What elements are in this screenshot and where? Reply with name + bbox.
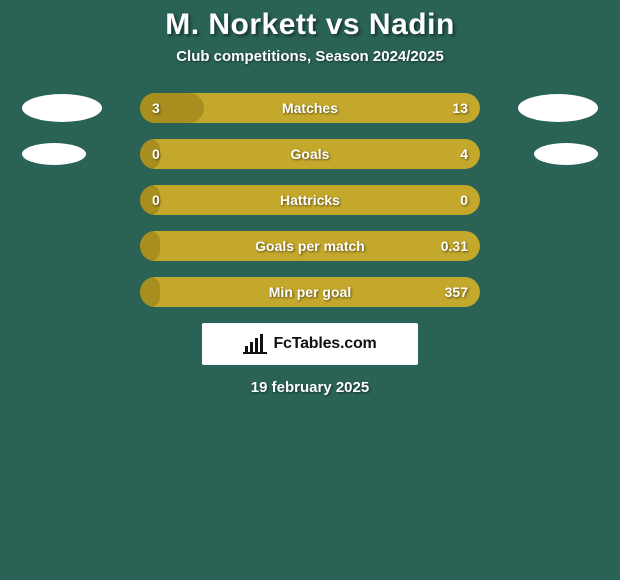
bar-chart-icon: [243, 334, 267, 354]
stat-row: Min per goal357: [0, 277, 620, 307]
branding-text: FcTables.com: [273, 335, 376, 353]
stat-row: Goals per match0.31: [0, 231, 620, 261]
branding-badge: FcTables.com: [202, 323, 418, 365]
stat-right-value: 13: [452, 93, 468, 123]
stat-label: Goals: [140, 139, 480, 169]
stat-label: Matches: [140, 93, 480, 123]
date-label: 19 february 2025: [0, 379, 620, 396]
stat-bar: 0Goals4: [140, 139, 480, 169]
subtitle: Club competitions, Season 2024/2025: [0, 48, 620, 65]
stat-bar: Goals per match0.31: [140, 231, 480, 261]
stat-right-value: 0: [460, 185, 468, 215]
stat-label: Hattricks: [140, 185, 480, 215]
stats-chart: 3Matches130Goals40Hattricks0Goals per ma…: [0, 93, 620, 307]
stat-bar: Min per goal357: [140, 277, 480, 307]
player-left-avatar: [22, 94, 102, 122]
stat-right-value: 4: [460, 139, 468, 169]
stat-right-value: 0.31: [441, 231, 468, 261]
stat-row: 0Hattricks0: [0, 185, 620, 215]
stat-bar: 0Hattricks0: [140, 185, 480, 215]
player-left-avatar: [22, 143, 86, 165]
player-right-avatar: [518, 94, 598, 122]
player-right-avatar: [534, 143, 598, 165]
stat-row: 0Goals4: [0, 139, 620, 169]
stat-right-value: 357: [445, 277, 468, 307]
stat-label: Min per goal: [140, 277, 480, 307]
page-title: M. Norkett vs Nadin: [0, 8, 620, 42]
stat-label: Goals per match: [140, 231, 480, 261]
comparison-infographic: M. Norkett vs Nadin Club competitions, S…: [0, 0, 620, 580]
stat-bar: 3Matches13: [140, 93, 480, 123]
stat-row: 3Matches13: [0, 93, 620, 123]
